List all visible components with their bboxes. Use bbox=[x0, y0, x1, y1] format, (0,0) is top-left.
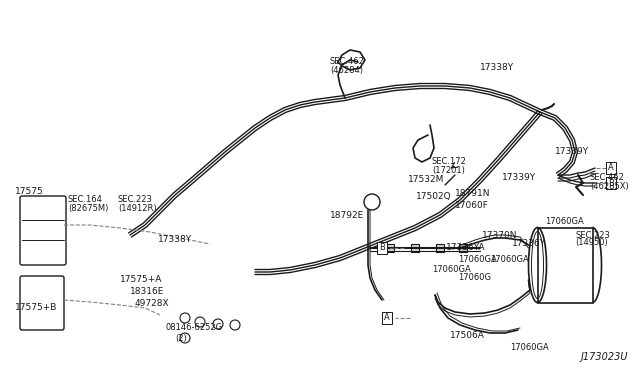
Circle shape bbox=[213, 319, 223, 329]
Text: 17532M: 17532M bbox=[408, 176, 444, 185]
Text: 17060G: 17060G bbox=[458, 273, 491, 282]
Text: 17060GA: 17060GA bbox=[545, 218, 584, 227]
Text: 17060GA: 17060GA bbox=[510, 343, 548, 353]
Text: 18791N: 18791N bbox=[455, 189, 490, 198]
Text: (14950): (14950) bbox=[575, 238, 608, 247]
Text: 17575+B: 17575+B bbox=[15, 304, 58, 312]
Circle shape bbox=[180, 333, 190, 343]
Text: 17060F: 17060F bbox=[455, 201, 489, 209]
Circle shape bbox=[230, 320, 240, 330]
Text: 18792E: 18792E bbox=[330, 211, 364, 219]
Text: SEC.462: SEC.462 bbox=[590, 173, 625, 183]
Text: A: A bbox=[608, 164, 614, 173]
Text: (14912R): (14912R) bbox=[118, 203, 157, 212]
Text: 17339Y: 17339Y bbox=[555, 148, 589, 157]
Bar bbox=[411, 244, 419, 252]
Text: 17370N: 17370N bbox=[482, 231, 518, 240]
Text: SEC.462: SEC.462 bbox=[330, 58, 365, 67]
Bar bbox=[436, 244, 444, 252]
Text: (17201): (17201) bbox=[432, 166, 465, 174]
Text: SEC.172: SEC.172 bbox=[432, 157, 467, 167]
Text: 17336YA: 17336YA bbox=[446, 244, 486, 253]
Text: 17339Y: 17339Y bbox=[502, 173, 536, 183]
Text: 17338Y: 17338Y bbox=[480, 64, 514, 73]
Text: 17506A: 17506A bbox=[450, 330, 485, 340]
Text: 18316E: 18316E bbox=[130, 288, 164, 296]
Text: (46285X): (46285X) bbox=[590, 182, 628, 190]
Text: 17575+A: 17575+A bbox=[120, 276, 163, 285]
Text: A: A bbox=[384, 314, 390, 323]
Text: 17336Y: 17336Y bbox=[512, 238, 546, 247]
Bar bbox=[459, 244, 467, 252]
Circle shape bbox=[180, 313, 190, 323]
Text: 17338Y: 17338Y bbox=[158, 235, 192, 244]
Text: 49728X: 49728X bbox=[135, 299, 170, 308]
Bar bbox=[386, 244, 394, 252]
Text: 17502Q: 17502Q bbox=[416, 192, 452, 201]
Text: SEC.164: SEC.164 bbox=[68, 196, 103, 205]
Text: SEC.223: SEC.223 bbox=[118, 196, 153, 205]
Text: J173023U: J173023U bbox=[580, 352, 628, 362]
Text: SEC.223: SEC.223 bbox=[575, 231, 610, 240]
Text: B: B bbox=[379, 244, 385, 253]
Text: (2): (2) bbox=[175, 334, 187, 343]
Text: 17575: 17575 bbox=[15, 187, 44, 196]
Text: (82675M): (82675M) bbox=[68, 203, 108, 212]
Circle shape bbox=[195, 317, 205, 327]
Bar bbox=[538, 228, 593, 302]
Text: (46284): (46284) bbox=[330, 65, 363, 74]
Text: B: B bbox=[608, 179, 614, 187]
Text: 08146-6252G: 08146-6252G bbox=[165, 324, 222, 333]
Text: 17060GA: 17060GA bbox=[458, 256, 497, 264]
Text: 17060GA: 17060GA bbox=[490, 256, 529, 264]
Text: 17060GA: 17060GA bbox=[432, 266, 471, 275]
